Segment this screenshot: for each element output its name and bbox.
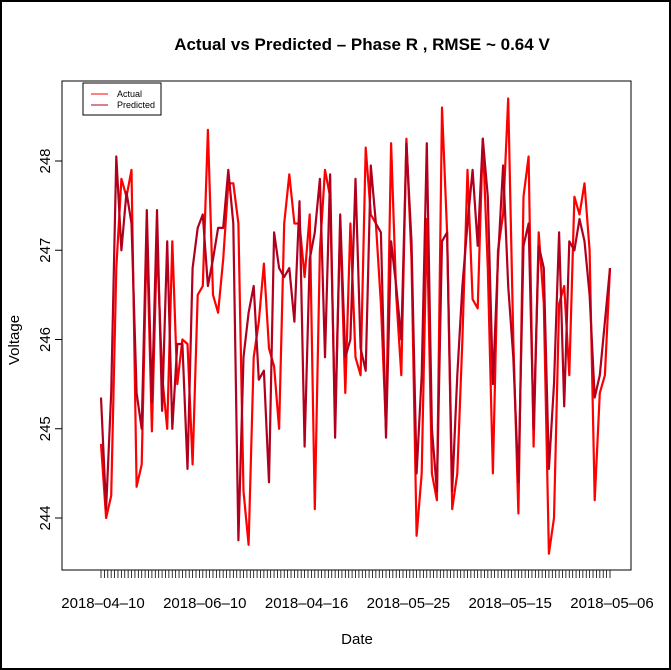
legend-box — [82, 82, 162, 116]
x-tick-label: 2018–06–10 — [163, 595, 246, 612]
x-tick-label: 2018–05–06 — [570, 595, 653, 612]
x-axis-label: Date — [341, 631, 373, 648]
x-tick-label: 2018–05–15 — [468, 595, 551, 612]
chart-title: Actual vs Predicted – Phase R , RMSE ~ 0… — [174, 35, 550, 54]
y-axis-label: Voltage — [6, 315, 23, 365]
legend-label-actual: Actual — [117, 89, 142, 99]
legend: Actual Predicted — [82, 82, 162, 116]
x-tick-label: 2018–04–16 — [265, 595, 348, 612]
y-tick-label: 244 — [37, 505, 54, 530]
legend-label-predicted: Predicted — [117, 100, 155, 110]
y-tick-label: 246 — [37, 327, 54, 352]
x-tick-label: 2018–04–10 — [61, 595, 144, 612]
y-tick-label: 248 — [37, 148, 54, 173]
y-tick-label: 247 — [37, 238, 54, 263]
x-tick-label: 2018–05–25 — [367, 595, 450, 612]
y-tick-label: 245 — [37, 416, 54, 441]
series-line-actual — [99, 97, 612, 555]
